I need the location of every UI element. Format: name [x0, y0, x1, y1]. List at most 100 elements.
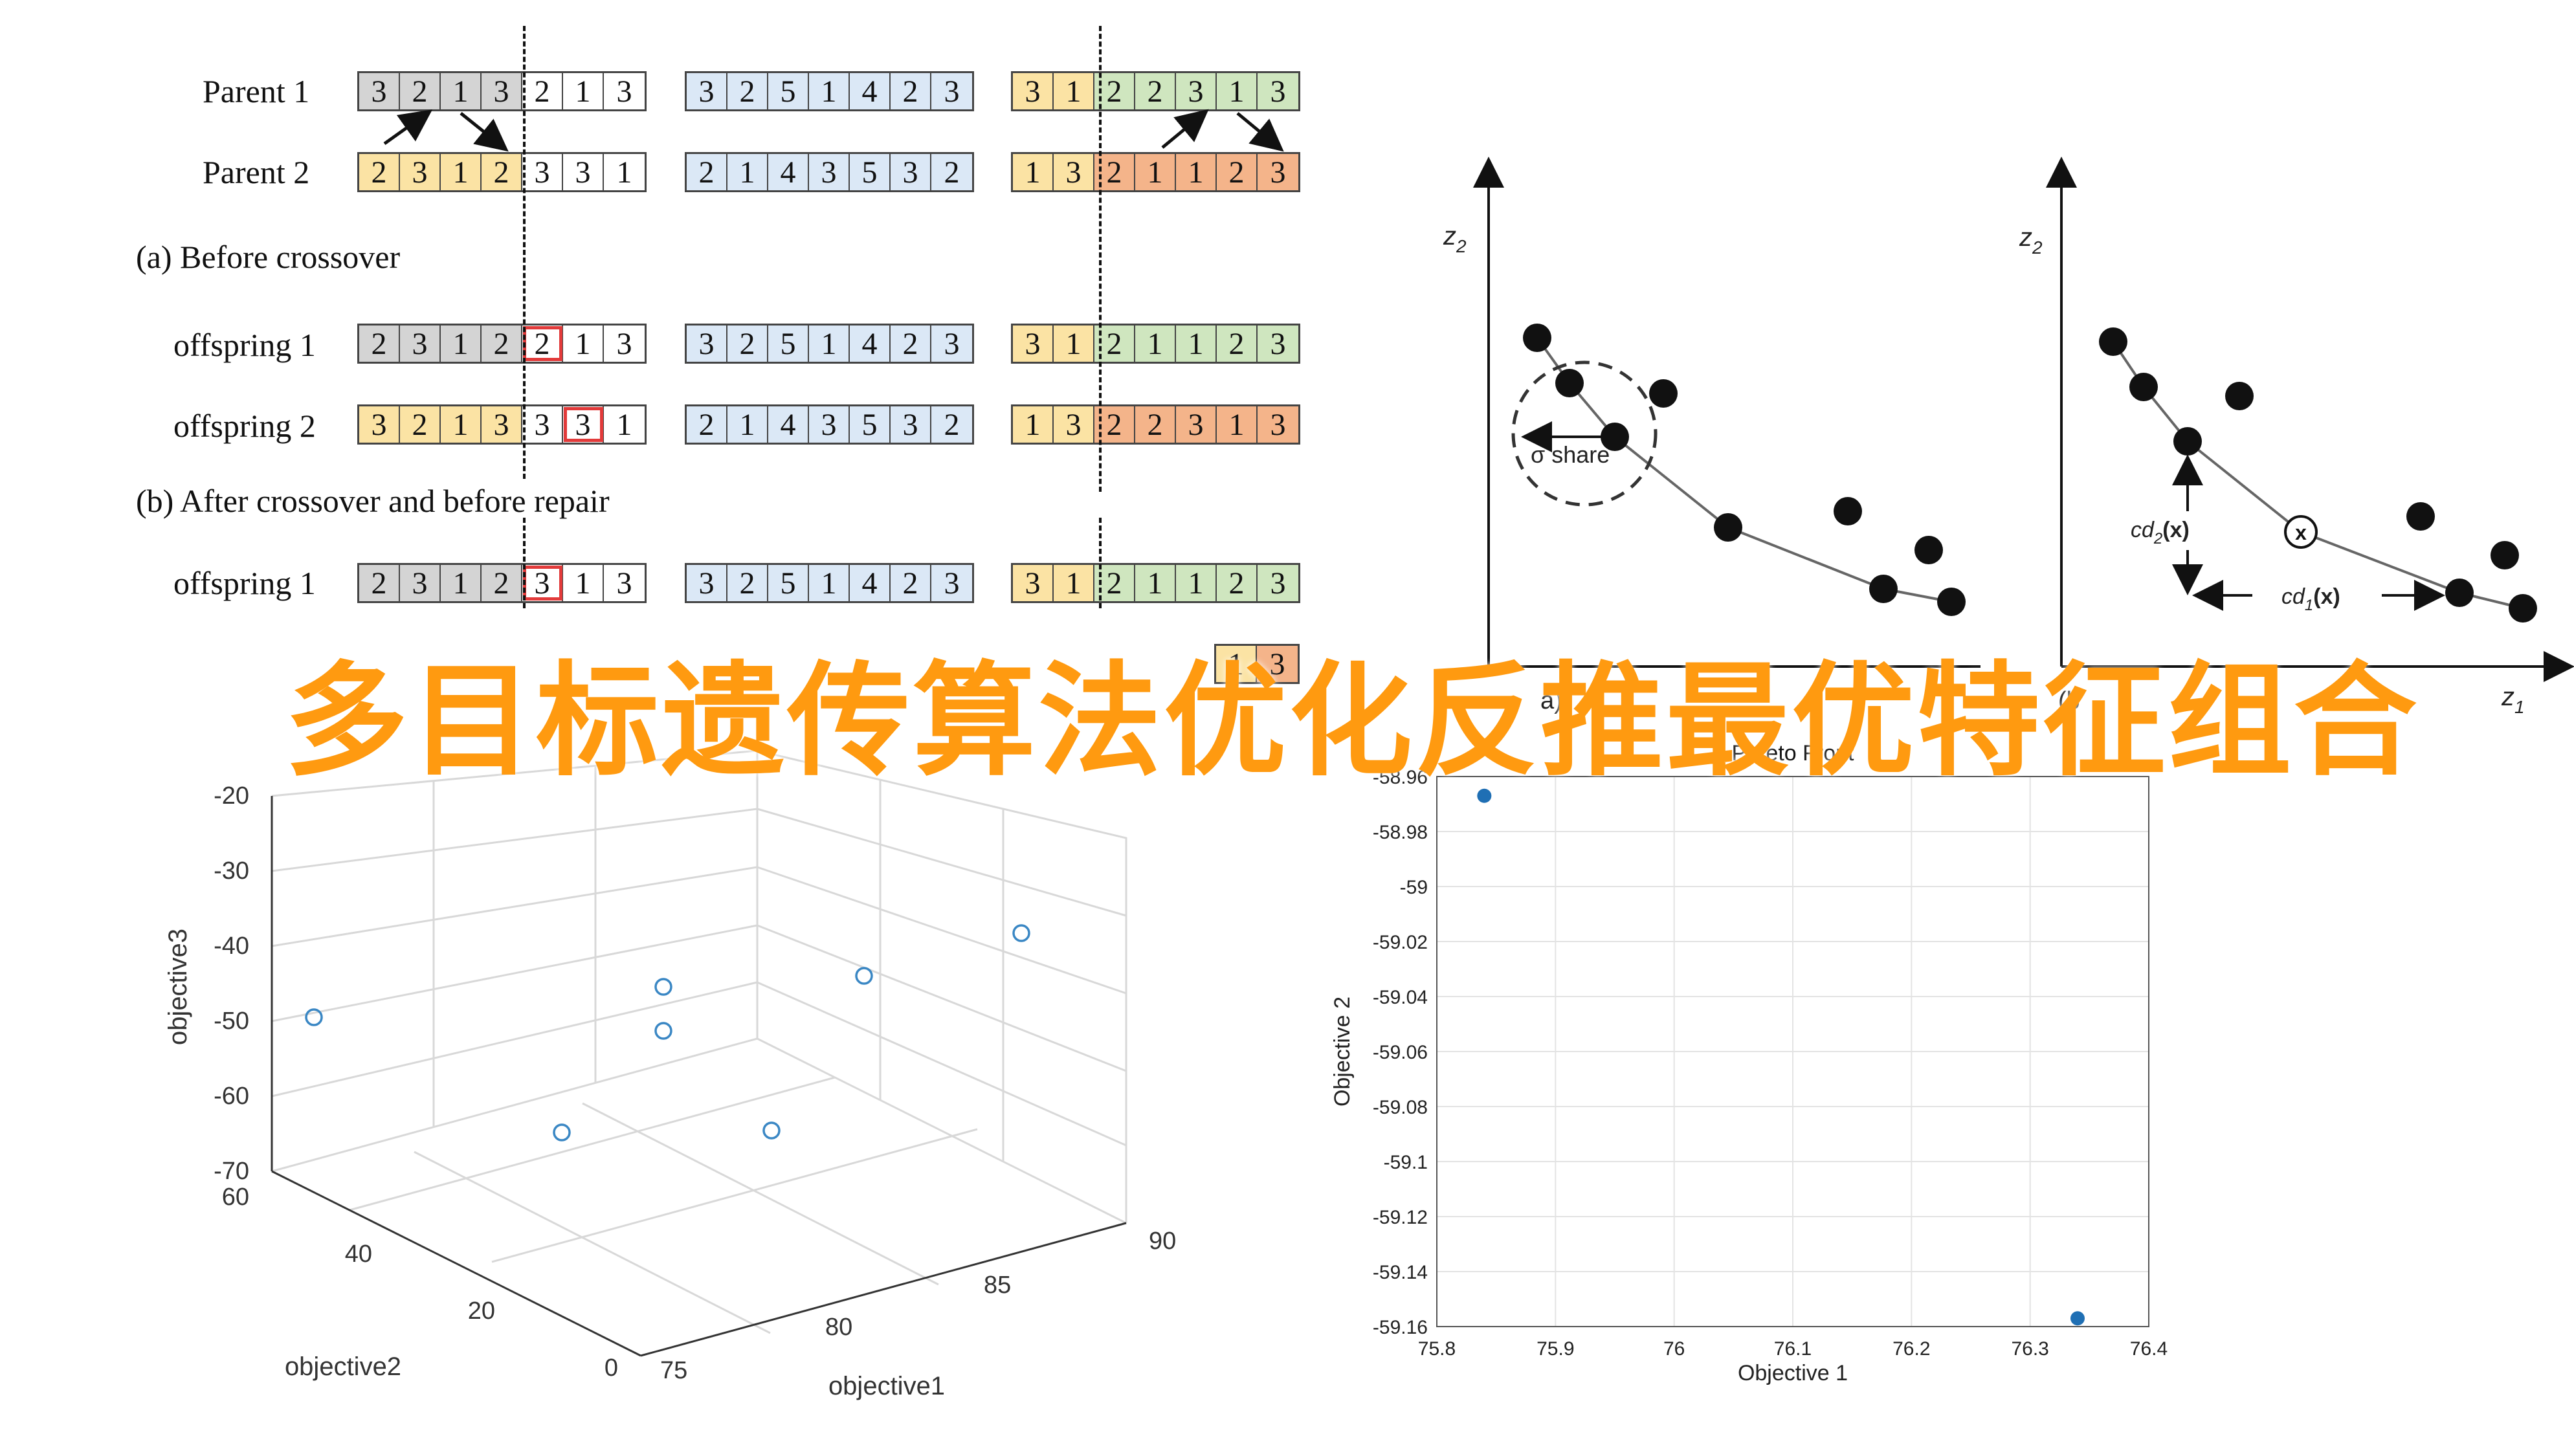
x-tick-label: 76: [1663, 1338, 1685, 1360]
gene-cell: 2: [727, 325, 768, 362]
arrow-up-right: [1161, 109, 1209, 149]
y-tick-label: -59.08: [1373, 1097, 1428, 1118]
gene-cell: 2: [1135, 406, 1176, 443]
cd2-label: cd2(x): [2131, 518, 2190, 547]
gene-cell: 2: [1217, 325, 1258, 362]
gene-cell: 2: [891, 565, 931, 601]
gene-cell: 1: [1216, 646, 1257, 682]
gene-cell: 1: [727, 154, 768, 190]
gene-cell: 2: [727, 73, 768, 109]
x-tick: 85: [984, 1272, 1011, 1299]
cd1-label: cd1(x): [2281, 584, 2340, 614]
chart-gridlines: [1436, 776, 2149, 1327]
right-point: [2406, 502, 2435, 531]
gene-cell: 3: [809, 154, 850, 190]
gene-cell: 2: [891, 325, 931, 362]
gene-cell: 3: [1013, 325, 1054, 362]
pareto-point: [2070, 1311, 2085, 1326]
x-tick-label: 76.4: [2130, 1338, 2168, 1360]
x-marker-label: x: [2295, 521, 2307, 544]
z-axis-ticks: -20 -30 -40 -50 -60 -70: [214, 782, 249, 1185]
gene-cell: 3: [1054, 154, 1094, 190]
crossover-line-right-lower: [1099, 518, 1102, 608]
gene-cell: 5: [768, 325, 809, 362]
arrow-up-left: [383, 109, 433, 146]
3d-box-gridlines: [271, 749, 1127, 1334]
gene-cell: 3: [1176, 73, 1217, 109]
swap-arrows: [383, 109, 1284, 152]
arrow-down-right: [1236, 112, 1284, 152]
y-tick: 20: [468, 1297, 495, 1325]
gene-cell: 3: [359, 73, 400, 109]
z-axis-label: objective3: [164, 929, 192, 1045]
gene-cell: 2: [482, 565, 522, 601]
left-point: [1914, 536, 1943, 564]
gene-cell: 2: [931, 406, 972, 443]
gene-cell: 1: [604, 406, 645, 443]
crossover-line-left: [523, 26, 526, 479]
scatter-3d-marker: [762, 1121, 781, 1140]
caption-fragment-a: a): [1540, 687, 1562, 714]
gene-cell: 5: [850, 154, 891, 190]
gene-cell: 2: [359, 154, 400, 190]
scatter-3d-marker: [654, 1022, 672, 1040]
left-point: [1937, 588, 1966, 616]
gene-cell: 3: [522, 406, 563, 443]
gene-cell: 1: [441, 73, 482, 109]
caption-before-crossover: (a) Before crossover: [136, 239, 401, 275]
x-tick-label: 75.9: [1537, 1338, 1574, 1360]
z-tick: -70: [214, 1158, 249, 1185]
sharing-niche-circle: [1511, 360, 1658, 507]
gene-cell: 4: [850, 565, 891, 601]
gene-cell: 1: [441, 325, 482, 362]
right-point: [2099, 327, 2127, 356]
y-tick-label: -59: [1400, 877, 1428, 898]
gene-cell: 2: [482, 325, 522, 362]
gene-cell: 3: [400, 154, 441, 190]
x-tick-label: 76.3: [2011, 1338, 2048, 1360]
x-tick: 75: [660, 1357, 687, 1384]
x-tick-label: 75.8: [1418, 1338, 1456, 1360]
y-tick-label: -59.12: [1373, 1207, 1428, 1228]
x-axis-label: Objective 1: [1738, 1361, 1848, 1385]
gene-cell: 1: [1054, 73, 1094, 109]
gene-cell: 3: [482, 73, 522, 109]
gene-cell: 1: [1176, 154, 1217, 190]
left-point: [1714, 513, 1742, 542]
gene-cell: 3: [563, 406, 604, 443]
gene-cell: 3: [522, 565, 563, 601]
z-tick: -40: [214, 932, 249, 960]
gene-cell: 3: [563, 154, 604, 190]
y-tick-label: -59.1: [1384, 1152, 1428, 1173]
gene-cell: 4: [768, 154, 809, 190]
gene-cell: 5: [768, 73, 809, 109]
sigma-share-label: σ share: [1531, 441, 1610, 468]
left-point: [1869, 575, 1898, 603]
gene-cell: 2: [359, 325, 400, 362]
gene-cell: 3: [1258, 325, 1298, 362]
scatter-3d-marker: [855, 967, 873, 985]
gene-cell: 3: [687, 325, 727, 362]
gene-cell: 1: [727, 406, 768, 443]
gene-cell: 2: [687, 154, 727, 190]
gene-cell: 4: [850, 73, 891, 109]
gene-cell: 3: [1258, 406, 1298, 443]
gene-cell: 1: [1135, 565, 1176, 601]
crossover-line-left-lower: [523, 518, 526, 608]
left-z2-label: z2: [1443, 222, 1467, 256]
y-axis-ticks: 60 40 20 0: [222, 1184, 618, 1382]
y-tick: 60: [222, 1184, 249, 1211]
caption-after-crossover: (b) After crossover and before repair: [136, 483, 610, 519]
gene-cell: 2: [482, 154, 522, 190]
gene-cell: 1: [1176, 325, 1217, 362]
gene-cell: 3: [1013, 565, 1054, 601]
right-point: [2173, 427, 2202, 456]
